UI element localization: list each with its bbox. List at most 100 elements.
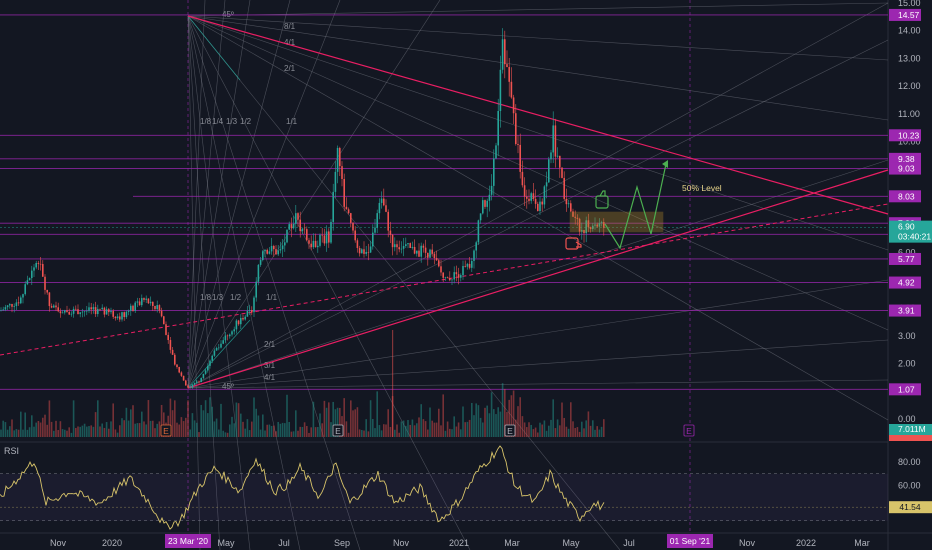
candle — [306, 226, 308, 242]
fifty-percent-label: 50% Level — [682, 183, 722, 193]
volume-bar — [222, 430, 224, 437]
candle — [193, 382, 196, 386]
volume-bar — [539, 422, 541, 437]
candle — [237, 319, 240, 326]
thumbs-up-shape — [595, 195, 609, 209]
volume-bar — [508, 399, 510, 437]
candle-body — [64, 310, 66, 313]
volume-bar — [563, 417, 565, 437]
volume-bar — [196, 422, 198, 437]
candle-body — [229, 334, 231, 337]
volume-bar — [132, 405, 134, 437]
thumbs-up-thumb — [599, 190, 606, 197]
candle-body — [138, 301, 141, 306]
candle — [473, 249, 475, 269]
time-tick-label: Jul — [623, 538, 635, 548]
earnings-box — [683, 424, 695, 437]
level-badge: 1.07 — [889, 383, 921, 396]
gann-ray — [187, 159, 889, 389]
candle-body — [361, 249, 363, 254]
volume-bar — [339, 407, 341, 437]
candle — [286, 229, 288, 244]
candle — [42, 260, 44, 277]
volume-bar — [592, 420, 594, 437]
candle — [119, 312, 121, 322]
candle-body — [589, 227, 592, 230]
candle-body — [394, 244, 396, 248]
candle — [387, 209, 389, 238]
candle — [253, 295, 255, 318]
candle-body — [567, 203, 570, 205]
candle-body — [72, 308, 75, 314]
level-badge: 9.38 — [889, 152, 921, 165]
volume-bar — [455, 426, 458, 437]
candle-body — [167, 334, 169, 341]
candle — [323, 228, 326, 246]
volume-bar — [233, 423, 235, 437]
volume-bar — [328, 402, 330, 437]
candle — [240, 314, 242, 330]
volume-bar — [308, 432, 310, 437]
candle — [554, 118, 557, 168]
candle-body — [2, 309, 4, 311]
candle-body — [240, 318, 242, 325]
volume-bar — [466, 421, 469, 437]
candle-body — [442, 272, 444, 278]
candle — [389, 221, 392, 244]
candle — [400, 241, 403, 254]
volume-bar — [501, 383, 504, 437]
candle — [332, 183, 334, 231]
volume-bar — [207, 413, 209, 437]
candle-body — [363, 249, 365, 254]
candle-body — [94, 307, 97, 315]
gann-label: 3/1 — [264, 361, 276, 370]
candle-body — [592, 225, 594, 230]
candle — [532, 183, 535, 202]
candle-body — [0, 310, 2, 311]
gann-label: 2/1 — [284, 64, 296, 73]
candle-body — [182, 375, 185, 381]
candle-body — [517, 144, 519, 145]
volume-bar — [11, 419, 13, 437]
volume-bar — [396, 424, 398, 437]
volume-bar — [515, 419, 517, 437]
candle — [429, 248, 431, 258]
volume-bar — [218, 429, 220, 437]
candle — [449, 271, 451, 282]
level-badge-value: 9.38 — [898, 154, 915, 164]
candle — [121, 311, 123, 322]
candle-body — [545, 182, 548, 187]
ascending-trendline — [187, 169, 889, 389]
volume-bar — [345, 421, 348, 437]
volume-bar — [185, 417, 187, 437]
volume-bar — [506, 411, 508, 437]
volume-bar — [438, 408, 440, 437]
candle — [512, 94, 515, 124]
candle — [110, 307, 112, 315]
volume-bar — [424, 421, 427, 437]
candle-body — [215, 347, 218, 351]
candle — [97, 304, 99, 317]
volume-bar — [143, 421, 145, 437]
level-badge-bg — [889, 152, 921, 165]
volume-bar — [24, 412, 26, 437]
candle-body — [42, 264, 44, 277]
candle — [541, 198, 543, 212]
candle — [207, 363, 209, 373]
volume-bar — [270, 425, 273, 437]
volume-bar — [169, 398, 172, 437]
candle-body — [455, 272, 458, 275]
candle-body — [519, 144, 521, 172]
volume-bar — [50, 421, 53, 437]
volume-bar — [176, 422, 178, 437]
candle-body — [550, 152, 552, 160]
candle-body — [574, 216, 576, 218]
volume-bar — [55, 420, 57, 437]
candle — [317, 240, 319, 253]
volume-bar — [240, 413, 242, 437]
gann-ray — [187, 339, 889, 389]
thumbs-down-icon — [565, 237, 582, 250]
candle — [592, 223, 594, 232]
